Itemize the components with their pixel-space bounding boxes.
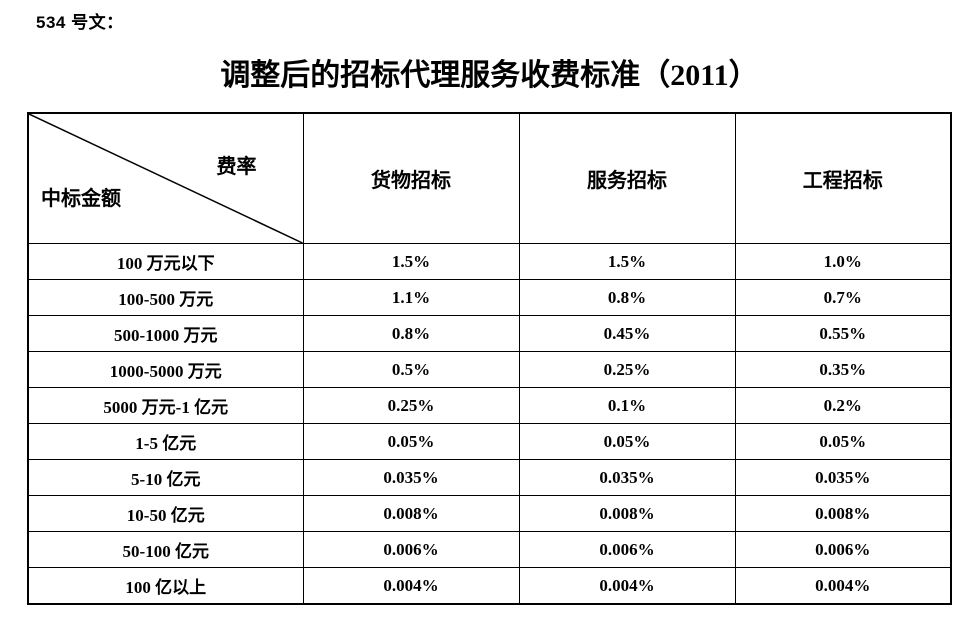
row-label-cell: 50-100 亿元 — [27, 531, 304, 568]
corner-header-cell: 费率 中标金额 — [27, 112, 304, 244]
fee-cell: 0.035% — [302, 459, 520, 496]
table-row: 1-5 亿元 0.05% 0.05% 0.05% — [27, 423, 952, 460]
fee-cell: 0.45% — [518, 315, 736, 352]
fee-cell: 0.035% — [734, 459, 952, 496]
corner-inner: 费率 中标金额 — [29, 114, 302, 243]
fee-cell: 0.006% — [734, 531, 952, 568]
fee-cell: 0.1% — [518, 387, 736, 424]
fee-cell: 0.008% — [734, 495, 952, 532]
fee-cell: 0.006% — [302, 531, 520, 568]
table-row: 5000 万元-1 亿元 0.25% 0.1% 0.2% — [27, 387, 952, 424]
fee-cell: 0.008% — [302, 495, 520, 532]
table-row: 50-100 亿元 0.006% 0.006% 0.006% — [27, 531, 952, 568]
table-body: 100 万元以下 1.5% 1.5% 1.0% 100-500 万元 1.1% … — [27, 243, 952, 605]
row-label-cell: 500-1000 万元 — [27, 315, 304, 352]
row-label-cell: 5-10 亿元 — [27, 459, 304, 496]
row-label-cell: 100 亿以上 — [27, 567, 304, 605]
corner-label-amount: 中标金额 — [41, 188, 121, 210]
fee-cell: 0.006% — [518, 531, 736, 568]
row-label-cell: 1000-5000 万元 — [27, 351, 304, 388]
fee-cell: 0.05% — [734, 423, 952, 460]
fee-cell: 1.1% — [302, 279, 520, 316]
fee-cell: 0.05% — [518, 423, 736, 460]
fee-cell: 0.5% — [302, 351, 520, 388]
fee-cell: 0.004% — [734, 567, 952, 605]
fee-cell: 1.5% — [518, 243, 736, 280]
table-row: 100 亿以上 0.004% 0.004% 0.004% — [27, 567, 952, 605]
doc-number-label: 534 号文： — [36, 13, 124, 32]
row-label-cell: 10-50 亿元 — [27, 495, 304, 532]
fee-cell: 0.004% — [518, 567, 736, 605]
fee-cell: 0.8% — [302, 315, 520, 352]
row-label-cell: 5000 万元-1 亿元 — [27, 387, 304, 424]
diagonal-divider-line — [29, 114, 302, 243]
fee-cell: 0.25% — [518, 351, 736, 388]
fee-cell: 0.004% — [302, 567, 520, 605]
row-label-cell: 1-5 亿元 — [27, 423, 304, 460]
row-label-cell: 100-500 万元 — [27, 279, 304, 316]
table-row: 10-50 亿元 0.008% 0.008% 0.008% — [27, 495, 952, 532]
fee-cell: 0.55% — [734, 315, 952, 352]
fee-cell: 0.35% — [734, 351, 952, 388]
corner-label-rate: 费率 — [216, 156, 257, 178]
table-row: 1000-5000 万元 0.5% 0.25% 0.35% — [27, 351, 952, 388]
fee-standard-table: 费率 中标金额 货物招标 服务招标 工程招标 100 万元以下 1.5% 1.5… — [27, 112, 952, 605]
fee-cell: 0.008% — [518, 495, 736, 532]
column-header-goods: 货物招标 — [302, 112, 520, 244]
fee-cell: 1.0% — [734, 243, 952, 280]
table-row: 100-500 万元 1.1% 0.8% 0.7% — [27, 279, 952, 316]
fee-cell: 0.7% — [734, 279, 952, 316]
column-header-engineering: 工程招标 — [734, 112, 952, 244]
fee-cell: 0.2% — [734, 387, 952, 424]
table-header: 费率 中标金额 货物招标 服务招标 工程招标 — [27, 112, 952, 244]
fee-cell: 1.5% — [302, 243, 520, 280]
page-title: 调整后的招标代理服务收费标准（2011） — [220, 59, 759, 92]
fee-cell: 0.8% — [518, 279, 736, 316]
fee-cell: 0.25% — [302, 387, 520, 424]
fee-cell: 0.035% — [518, 459, 736, 496]
table-row: 100 万元以下 1.5% 1.5% 1.0% — [27, 243, 952, 280]
table-row: 5-10 亿元 0.035% 0.035% 0.035% — [27, 459, 952, 496]
fee-cell: 0.05% — [302, 423, 520, 460]
row-label-cell: 100 万元以下 — [27, 243, 304, 280]
column-header-service: 服务招标 — [518, 112, 736, 244]
header-row: 费率 中标金额 货物招标 服务招标 工程招标 — [27, 112, 952, 244]
table-row: 500-1000 万元 0.8% 0.45% 0.55% — [27, 315, 952, 352]
